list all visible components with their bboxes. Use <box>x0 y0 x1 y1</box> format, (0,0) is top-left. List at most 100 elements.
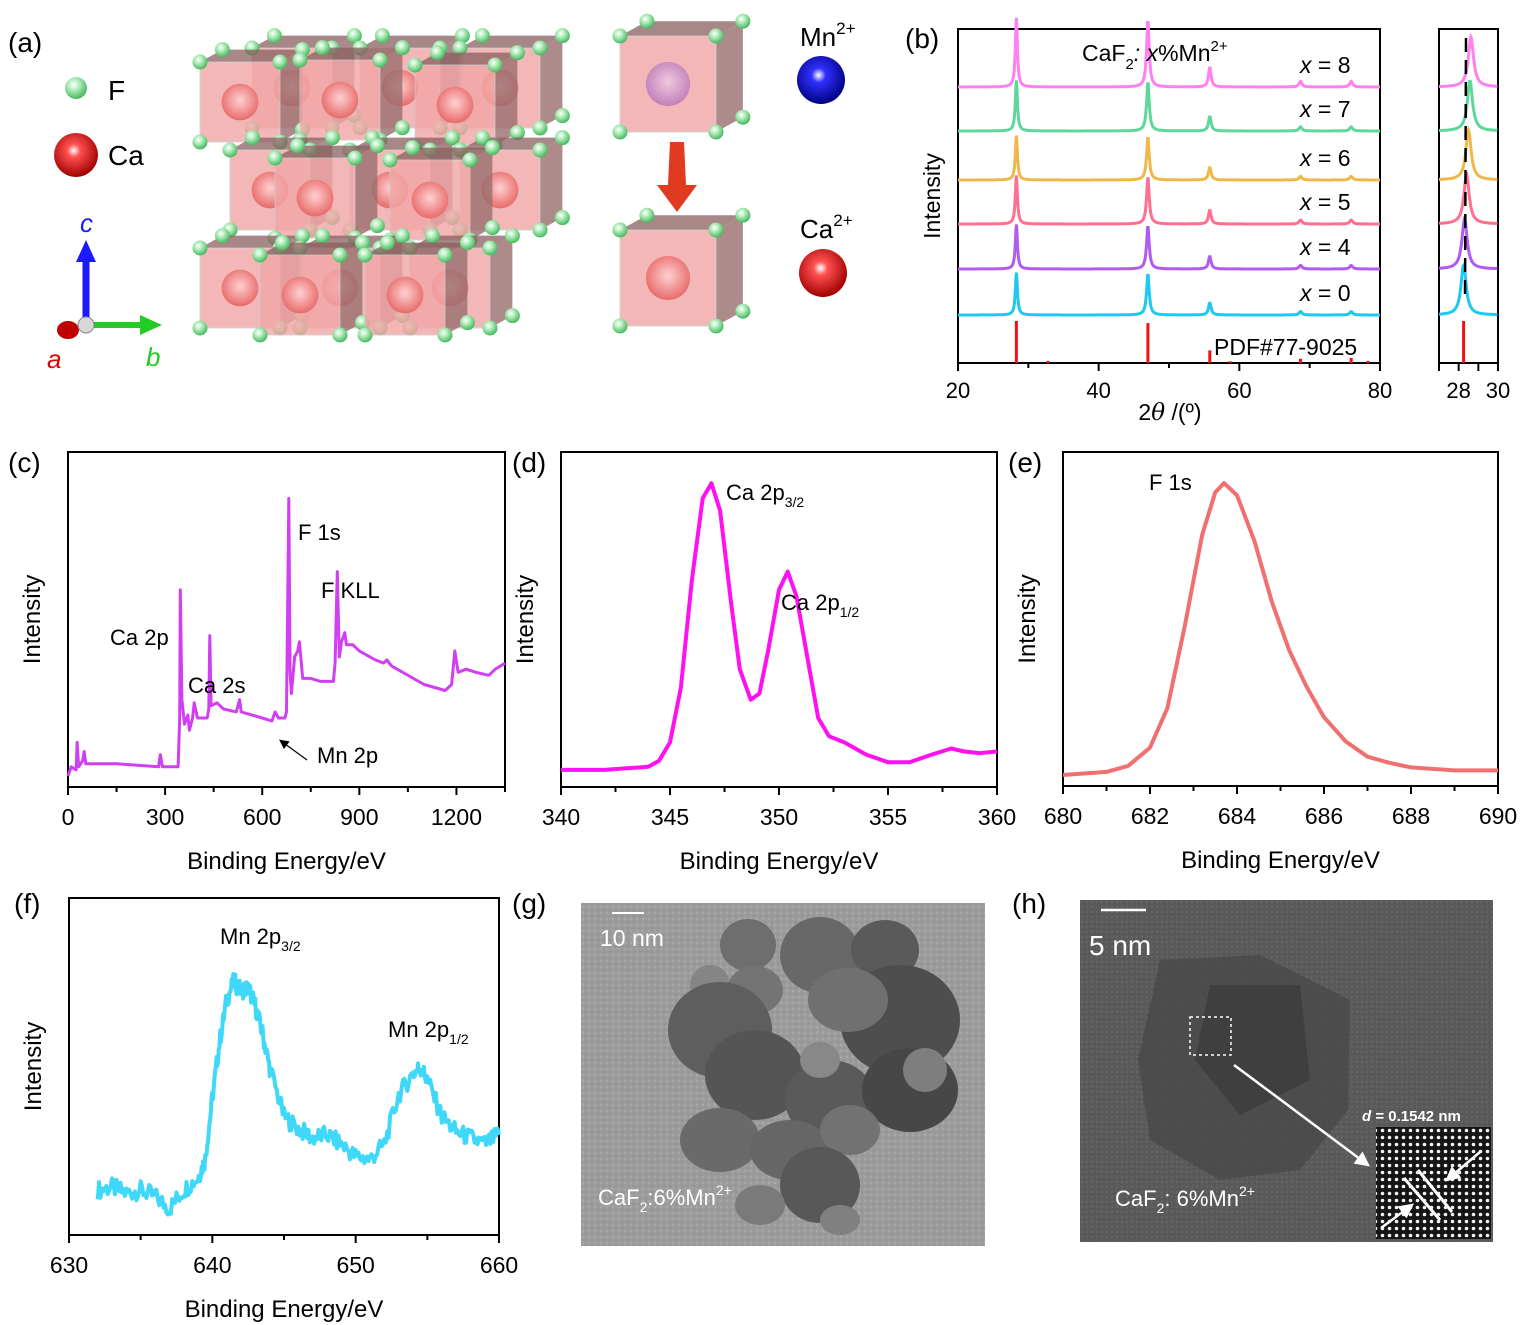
x-tick-label: 30 <box>1486 378 1510 403</box>
fluorine-atom <box>374 28 390 44</box>
fluorine-atom <box>504 308 520 324</box>
fluorine-atom <box>735 109 751 125</box>
fluorine-atom <box>332 247 348 263</box>
fluorine-atom <box>357 327 373 343</box>
fluorine-atom <box>346 28 362 44</box>
x-tick-label: 20 <box>946 378 970 403</box>
fluorine-atom <box>554 108 570 124</box>
legend-label-ca: Ca <box>108 140 144 171</box>
fluorine-atom <box>735 13 751 29</box>
fluorine-atom <box>379 235 395 251</box>
plot-frame <box>67 451 506 788</box>
y-axis-label: Intensity <box>20 1022 47 1111</box>
spacing-arrow-icon <box>1380 1203 1415 1230</box>
legend-label-f: F <box>108 75 125 106</box>
peak-annotation: F 1s <box>1149 470 1192 495</box>
cube-side-face <box>280 49 303 142</box>
panel-label-c: (c) <box>8 447 41 478</box>
fluorine-atom <box>382 152 398 168</box>
ion-label-mn: Mn2+ <box>800 19 856 52</box>
spectrum-line <box>1062 481 1498 777</box>
fluorine-atom <box>429 45 445 61</box>
fluorine-atom <box>404 140 420 156</box>
substitution-arrow-icon <box>657 142 697 212</box>
d-spacing-label: d = 0.1542 nm <box>1362 1108 1461 1125</box>
xrd-series-line <box>958 272 1380 317</box>
xrd-series-line <box>958 17 1380 89</box>
fluorine-atom <box>424 228 440 244</box>
tem-caption-g: CaF2:6%Mn2+ <box>598 1182 732 1215</box>
fluorine-atom <box>369 218 385 234</box>
fluorine-atom <box>554 210 570 226</box>
fluorine-atom <box>292 52 308 68</box>
x-tick-label: 40 <box>1086 378 1110 403</box>
axes-triad-icon <box>57 240 162 339</box>
fluorine-atom <box>324 130 340 146</box>
fluorite-cube <box>612 13 751 140</box>
fluorine-atom <box>437 327 453 343</box>
cube-side-face <box>470 147 493 240</box>
reference-pattern-label: PDF#77-9025 <box>1214 334 1357 360</box>
fluorine-atom <box>407 57 423 73</box>
x-tick-label: 28 <box>1446 378 1470 403</box>
cation-sphere <box>221 83 259 121</box>
x-tick-label: 686 <box>1305 803 1343 829</box>
fluorine-atom <box>554 28 570 44</box>
xps-chart-f: 630 640 650 660 Binding Energy/eV Intensity Mn… <box>20 897 518 1323</box>
peak-annotation: Mn 2p <box>317 743 378 768</box>
tem-caption-h: CaF2: 6%Mn2+ <box>1115 1183 1255 1216</box>
x-tick-label: 630 <box>50 1252 88 1278</box>
x-tick-label: 355 <box>869 804 907 830</box>
fluorine-atom <box>272 54 288 70</box>
xrd-inset-frame <box>1438 28 1499 364</box>
peak-annotation: Ca 2p1/2 <box>781 590 859 620</box>
x-tick-label: 360 <box>978 804 1016 830</box>
panel-h: (h) d = 0.1542 nm 5 nm CaF2: 6%Mn2+ <box>1012 888 1493 1242</box>
x-axis-label: Binding Energy/eV <box>187 848 386 875</box>
mn-2p-pointer-arrow-icon <box>279 739 308 761</box>
fluorine-atom <box>532 40 548 56</box>
fluorine-atom <box>532 222 548 238</box>
peak-annotation: Ca 2s <box>188 673 245 698</box>
cube-side-face <box>380 47 403 140</box>
inset-series-line <box>1439 125 1498 181</box>
fluorine-atom <box>357 247 373 263</box>
fluorine-atom <box>347 150 363 166</box>
x-tick-label: 682 <box>1131 803 1169 829</box>
xrd-series-line <box>958 80 1380 133</box>
selected-region-box <box>1189 1016 1232 1056</box>
ion-label-ca: Ca2+ <box>800 211 853 244</box>
cation-sphere <box>645 255 691 301</box>
fluorine-atom <box>708 222 724 238</box>
series-label: x = 0 <box>1299 280 1351 306</box>
fluorine-atom <box>267 150 283 166</box>
axis-label-b: b <box>146 342 160 372</box>
fluorine-atom <box>735 303 751 319</box>
x-tick-label: 1200 <box>431 804 482 830</box>
fluorite-cube <box>407 45 525 153</box>
cube-side-face <box>355 145 378 238</box>
fluorine-atom <box>509 45 525 61</box>
spectrum-line <box>66 496 506 777</box>
caf2-crystal-structure <box>192 28 570 343</box>
cation-sphere <box>411 181 449 219</box>
fluorine-atom <box>332 327 348 343</box>
fluorine-atom <box>612 318 628 334</box>
xrd-x-axis-label: 2θ /(º) <box>1138 399 1201 426</box>
fluorite-cube <box>267 138 385 246</box>
calcium-ion-icon <box>799 249 847 297</box>
fluorine-atom <box>394 40 410 56</box>
plot-frame <box>1062 451 1499 787</box>
inset-series-line <box>1439 32 1498 88</box>
x-tick-label: 688 <box>1392 803 1430 829</box>
inset-series-line <box>1438 171 1498 225</box>
manganese-ion-icon <box>797 56 845 104</box>
fluorine-atom <box>274 235 290 251</box>
cube-side-face <box>716 21 743 132</box>
panel-label-d: (d) <box>512 447 546 478</box>
cation-sphere <box>386 276 424 314</box>
xrd-sample-label: CaF2: x%Mn2+ <box>1082 38 1228 73</box>
x-tick-label: 350 <box>760 804 798 830</box>
scale-bar-label-g: 10 nm <box>600 925 664 951</box>
